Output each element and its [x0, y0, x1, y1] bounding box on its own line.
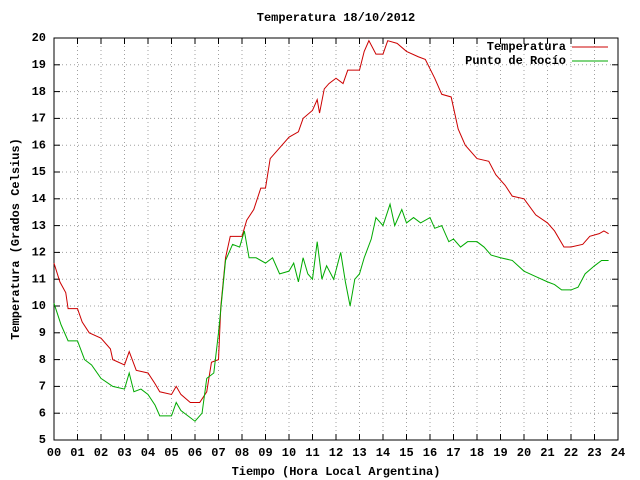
y-tick-label: 6 [39, 406, 46, 420]
y-tick-label: 13 [32, 219, 46, 233]
x-tick-label: 08 [235, 446, 249, 460]
y-tick-label: 16 [32, 138, 46, 152]
x-tick-label: 09 [258, 446, 272, 460]
x-tick-label: 16 [423, 446, 437, 460]
y-tick-label: 18 [32, 85, 46, 99]
x-tick-label: 13 [352, 446, 366, 460]
y-tick-label: 5 [39, 433, 46, 447]
plot-border [53, 37, 619, 441]
x-tick-label: 21 [540, 446, 554, 460]
x-tick-label: 03 [117, 446, 131, 460]
y-tick-label: 15 [32, 165, 46, 179]
legend-label: Temperatura [487, 40, 566, 54]
x-tick-label: 05 [164, 446, 178, 460]
x-tick-label: 19 [493, 446, 507, 460]
x-tick-label: 07 [211, 446, 225, 460]
y-tick-label: 7 [39, 380, 46, 394]
x-tick-label: 15 [399, 446, 413, 460]
x-tick-label: 12 [329, 446, 343, 460]
x-tick-label: 20 [517, 446, 531, 460]
y-tick-label: 8 [39, 353, 46, 367]
x-tick-label: 23 [587, 446, 601, 460]
x-tick-label: 02 [94, 446, 108, 460]
x-tick-label: 10 [282, 446, 296, 460]
y-axis-label: Temperatura (Grados Celsius) [9, 138, 23, 340]
legend-label: Punto de Rocío [465, 54, 566, 68]
x-tick-label: 18 [470, 446, 484, 460]
y-tick-label: 10 [32, 299, 46, 313]
chart-title: Temperatura 18/10/2012 [257, 11, 415, 25]
y-tick-label: 19 [32, 58, 46, 72]
y-tick-label: 11 [32, 272, 46, 286]
y-tick-label: 20 [32, 31, 46, 45]
x-tick-label: 04 [141, 446, 155, 460]
y-tick-label: 17 [32, 112, 46, 126]
y-tick-label: 14 [32, 192, 46, 206]
data-line [53, 202, 609, 422]
x-axis-label: Tiempo (Hora Local Argentina) [232, 465, 441, 479]
data-line [53, 39, 609, 403]
x-tick-label: 11 [305, 446, 319, 460]
x-tick-label: 17 [446, 446, 460, 460]
y-tick-label: 12 [32, 246, 46, 260]
x-tick-label: 24 [611, 446, 625, 460]
x-tick-label: 01 [70, 446, 84, 460]
x-tick-label: 22 [564, 446, 578, 460]
y-tick-label: 9 [39, 326, 46, 340]
x-tick-label: 00 [47, 446, 61, 460]
x-tick-label: 06 [188, 446, 202, 460]
x-tick-label: 14 [376, 446, 390, 460]
